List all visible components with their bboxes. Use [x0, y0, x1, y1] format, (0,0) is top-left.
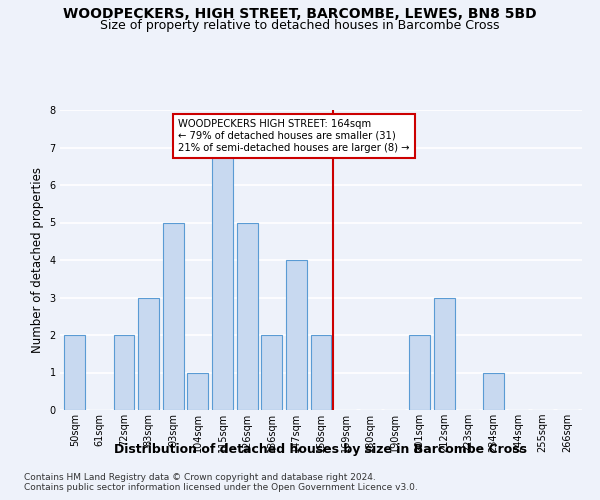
Bar	[409, 335, 430, 410]
Text: Distribution of detached houses by size in Barcombe Cross: Distribution of detached houses by size …	[115, 442, 527, 456]
Text: Size of property relative to detached houses in Barcombe Cross: Size of property relative to detached ho…	[100, 19, 500, 32]
Text: Contains HM Land Registry data © Crown copyright and database right 2024.: Contains HM Land Registry data © Crown c…	[24, 472, 376, 482]
Y-axis label: Number of detached properties: Number of detached properties	[31, 167, 44, 353]
Bar	[286, 260, 307, 410]
Bar	[483, 372, 504, 410]
Bar	[163, 222, 184, 410]
Bar	[138, 298, 159, 410]
Text: WOODPECKERS HIGH STREET: 164sqm
← 79% of detached houses are smaller (31)
21% of: WOODPECKERS HIGH STREET: 164sqm ← 79% of…	[178, 120, 410, 152]
Text: Contains public sector information licensed under the Open Government Licence v3: Contains public sector information licen…	[24, 484, 418, 492]
Bar	[434, 298, 455, 410]
Bar	[113, 335, 134, 410]
Bar	[64, 335, 85, 410]
Bar	[261, 335, 282, 410]
Bar	[311, 335, 331, 410]
Bar	[187, 372, 208, 410]
Bar	[236, 222, 257, 410]
Text: WOODPECKERS, HIGH STREET, BARCOMBE, LEWES, BN8 5BD: WOODPECKERS, HIGH STREET, BARCOMBE, LEWE…	[63, 8, 537, 22]
Bar	[212, 148, 233, 410]
